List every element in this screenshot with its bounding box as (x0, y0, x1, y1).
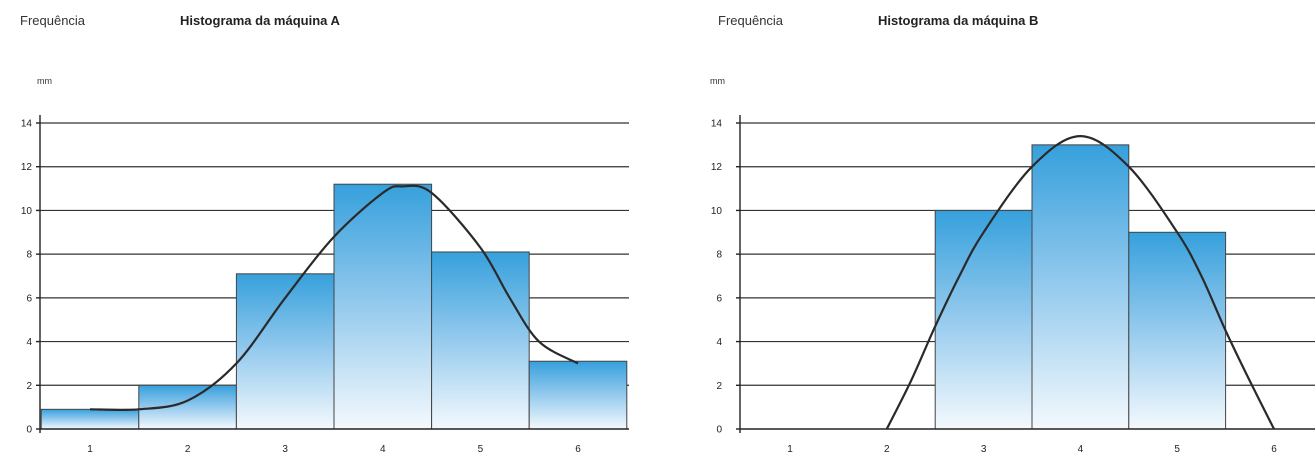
histogram-bar (934, 209, 1033, 430)
x-tick-label: 2 (185, 444, 191, 455)
y-tick-label: 0 (716, 425, 722, 436)
chart-title: Histograma da máquina A (180, 13, 340, 28)
y-tick-label: 10 (21, 206, 33, 217)
x-tick-label: 6 (575, 444, 581, 455)
unit-label: mm (37, 76, 52, 86)
y-tick-label: 2 (716, 381, 722, 392)
y-tick-label: 8 (716, 250, 722, 261)
x-tick-label: 1 (787, 444, 793, 455)
x-tick-label: 5 (1174, 444, 1180, 455)
y-tick-label: 6 (716, 293, 722, 304)
x-tick-label: 4 (380, 444, 386, 455)
y-tick-label: 8 (26, 250, 32, 261)
x-tick-label: 3 (981, 444, 987, 455)
y-tick-label: 2 (26, 381, 32, 392)
y-tick-label: 12 (711, 162, 723, 173)
x-tick-label: 6 (1271, 444, 1277, 455)
histogram-bar (40, 408, 140, 430)
y-tick-label: 6 (26, 293, 32, 304)
histogram-bar (1128, 231, 1227, 430)
y-tick-label: 12 (21, 162, 33, 173)
x-tick-label: 1 (87, 444, 93, 455)
x-tick-label: 2 (884, 444, 890, 455)
y-tick-label: 14 (711, 119, 723, 130)
frequency-label: Frequência (20, 13, 86, 28)
distribution-curve (885, 134, 1275, 430)
chart-title: Histograma da máquina B (878, 13, 1038, 28)
y-tick-label: 4 (26, 337, 32, 348)
histogram-machine-b: Frequência Histograma da máquina B mm 0 2… (710, 13, 1315, 455)
y-tick-label: 14 (21, 119, 33, 130)
x-tick-label: 3 (282, 444, 288, 455)
x-tick-label: 4 (1078, 444, 1084, 455)
x-tick-label: 5 (478, 444, 484, 455)
histogram-bar (431, 251, 530, 430)
distribution-curve (89, 184, 579, 412)
frequency-label: Frequência (718, 13, 784, 28)
y-tick-label: 0 (26, 425, 32, 436)
histogram-bar (333, 183, 433, 430)
y-tick-label: 10 (711, 206, 723, 217)
histogram-machine-a: Frequência Histograma da máquina A mm 0 2… (20, 13, 629, 455)
histogram-bar (1031, 144, 1130, 430)
y-tick-label: 4 (716, 337, 722, 348)
histogram-bar (528, 360, 628, 430)
unit-label: mm (710, 76, 725, 86)
